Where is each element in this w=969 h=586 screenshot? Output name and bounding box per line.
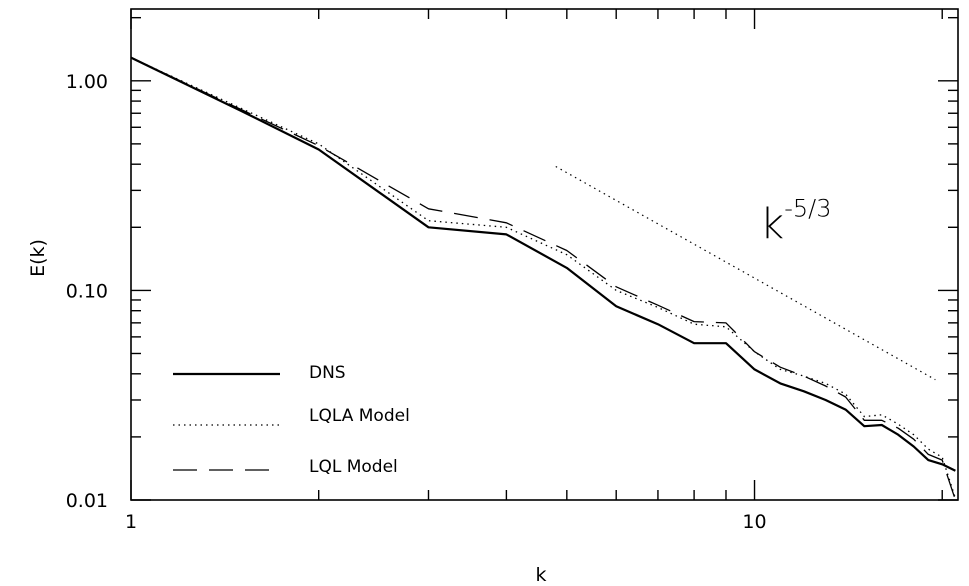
y-axis-label: E(k) — [27, 239, 49, 277]
reference-slope-line — [555, 165, 936, 381]
slope-annotation: k-5/3 — [760, 195, 832, 249]
series-line-lql-model — [130, 57, 957, 501]
x-tick-label: 1 — [125, 511, 137, 533]
series-line-lqla-model — [130, 57, 957, 499]
x-tick-label: 10 — [742, 511, 766, 533]
legend-label-dns: DNS — [309, 363, 346, 383]
y-tick-label: 1.00 — [66, 71, 108, 93]
x-ticks: 1 10 — [125, 9, 943, 533]
series-group — [130, 56, 957, 501]
y-tick-label: 0.10 — [66, 280, 108, 302]
plot-frame — [130, 8, 959, 501]
slope-annotation-base: k — [760, 200, 784, 249]
series-line-dns — [130, 56, 956, 472]
legend: DNS LQLA Model LQL Model — [173, 363, 410, 477]
legend-label-lql: LQL Model — [309, 457, 398, 477]
y-tick-label: 0.01 — [66, 490, 108, 512]
legend-label-lqla: LQLA Model — [309, 406, 410, 426]
slope-annotation-exponent: -5/3 — [784, 195, 831, 223]
x-axis-label: k — [535, 564, 546, 586]
